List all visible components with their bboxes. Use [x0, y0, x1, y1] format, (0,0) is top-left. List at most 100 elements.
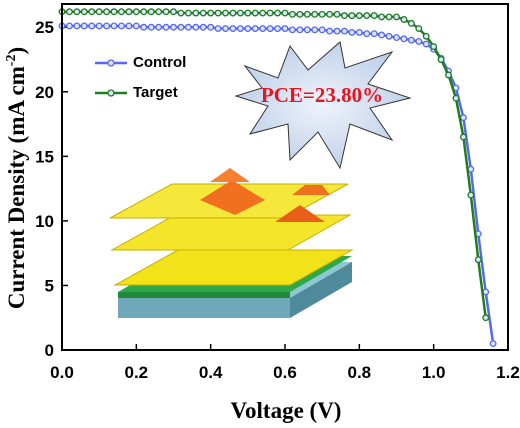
point	[407, 36, 415, 44]
point	[266, 9, 274, 17]
y-tick-label: 20	[35, 83, 54, 102]
point	[355, 12, 363, 20]
point	[296, 26, 304, 34]
point	[281, 9, 289, 17]
x-tick-label: 0.0	[50, 363, 74, 382]
perovskite-illustration	[109, 168, 354, 318]
point	[288, 26, 296, 34]
point	[162, 8, 170, 16]
point	[236, 9, 244, 17]
x-tick-label: 0.6	[273, 363, 297, 382]
x-tick-label: 1.2	[496, 363, 520, 382]
point	[251, 25, 259, 32]
point	[125, 22, 133, 30]
annotation-burst: PCE=23.80%	[234, 41, 412, 170]
point	[393, 13, 400, 21]
y-tick-label: 0	[45, 341, 54, 360]
point	[355, 28, 363, 36]
point	[363, 30, 371, 38]
point	[155, 8, 163, 16]
point	[184, 9, 192, 17]
point	[177, 9, 185, 17]
point	[259, 25, 267, 32]
point	[407, 19, 415, 27]
point	[229, 9, 237, 17]
point	[110, 8, 118, 16]
point	[341, 12, 348, 20]
y-title-sup: -2	[4, 55, 19, 67]
point	[214, 9, 222, 17]
point	[140, 23, 148, 31]
point	[192, 23, 200, 31]
point	[296, 10, 304, 18]
point	[452, 94, 460, 102]
point	[199, 9, 207, 17]
point	[422, 40, 430, 48]
point	[251, 9, 259, 17]
point	[170, 8, 177, 16]
point	[318, 26, 326, 34]
point	[147, 23, 155, 31]
x-tick-label: 0.8	[348, 363, 372, 382]
point	[326, 10, 334, 18]
point	[482, 314, 490, 322]
point	[311, 26, 319, 34]
y-tick-label: 15	[35, 147, 54, 166]
point	[65, 8, 73, 16]
point	[266, 25, 274, 32]
point	[177, 23, 185, 31]
point	[363, 12, 371, 20]
point	[65, 22, 73, 30]
point	[207, 9, 215, 17]
point	[422, 32, 430, 40]
point	[192, 9, 200, 17]
point	[244, 9, 252, 17]
point	[415, 37, 423, 45]
point	[162, 23, 170, 31]
legend-label: Target	[133, 84, 178, 101]
point	[303, 26, 311, 34]
point	[318, 10, 326, 18]
y-title-end: )	[4, 47, 29, 55]
point	[400, 35, 408, 43]
point	[400, 16, 408, 23]
point	[474, 256, 482, 264]
point	[311, 10, 319, 18]
point	[132, 22, 140, 30]
annotation: PCE=23.80%	[261, 83, 383, 107]
point	[80, 8, 88, 16]
point	[222, 25, 229, 32]
point	[288, 10, 296, 18]
point	[274, 25, 282, 32]
point	[222, 9, 229, 17]
point	[348, 28, 356, 36]
legend-marker	[107, 89, 115, 97]
point	[88, 8, 96, 16]
point	[229, 25, 237, 32]
point	[385, 13, 393, 21]
point	[445, 71, 452, 79]
legend-marker	[107, 59, 115, 67]
plot-frame	[61, 3, 509, 351]
point	[184, 23, 192, 31]
point	[155, 23, 163, 31]
point	[467, 191, 475, 199]
point	[88, 22, 96, 30]
point	[73, 22, 81, 30]
point	[170, 23, 177, 31]
point	[430, 43, 438, 51]
point	[80, 22, 88, 30]
point	[378, 31, 386, 39]
point	[333, 27, 341, 35]
point	[341, 27, 348, 35]
point	[303, 10, 311, 18]
point	[95, 8, 103, 16]
x-tick-label: 0.4	[199, 363, 223, 382]
x-tick-label: 0.2	[125, 363, 149, 382]
point	[207, 23, 215, 31]
point	[214, 25, 222, 32]
x-axis-title: Voltage (V)	[231, 398, 342, 423]
point	[415, 25, 423, 32]
y-title-text: Current Density (mA cm	[4, 66, 29, 309]
